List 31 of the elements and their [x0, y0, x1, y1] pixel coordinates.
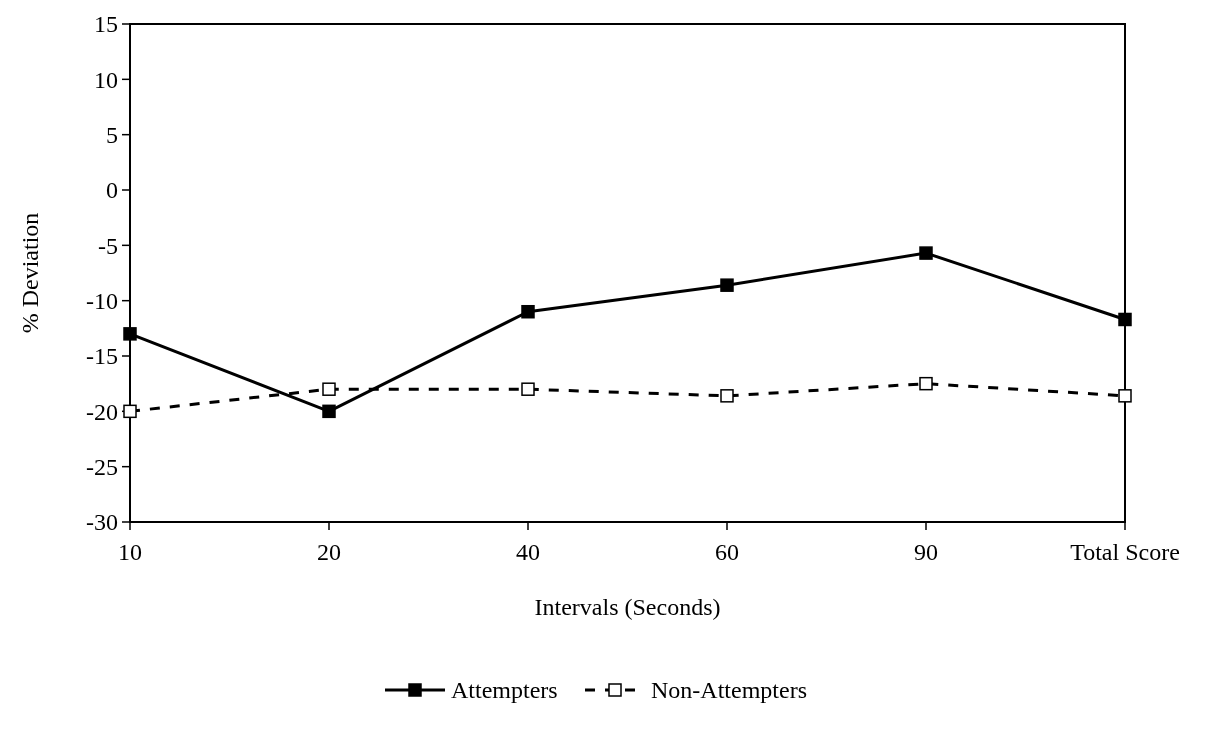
point — [123, 327, 137, 341]
point — [1118, 312, 1132, 327]
y-tick-label: -15 — [86, 343, 118, 370]
y-tick-label: -30 — [86, 509, 118, 536]
y-tick-label: 15 — [94, 11, 118, 38]
point — [123, 404, 137, 419]
point — [919, 376, 933, 391]
point — [521, 382, 535, 396]
y-tick-label: -20 — [86, 398, 118, 425]
point — [919, 246, 933, 260]
x-tick-label: 60 — [715, 539, 739, 565]
point — [322, 382, 336, 396]
y-tick-label: 0 — [106, 177, 118, 204]
legend-label: Non-Attempters — [651, 677, 807, 704]
point — [521, 304, 535, 319]
x-tick-label: Total Score — [1070, 539, 1180, 565]
y-axis-title: % Deviation — [17, 212, 43, 334]
x-tick-label: 40 — [516, 539, 540, 565]
y-tick-label: -10 — [86, 288, 118, 315]
point — [720, 389, 734, 403]
y-tick-label: 5 — [106, 122, 118, 149]
x-tick-label: 90 — [914, 539, 938, 565]
y-tick-label: -25 — [86, 454, 118, 481]
point — [1118, 389, 1132, 403]
y-tick-label: 10 — [94, 66, 118, 93]
y-tick-label: -5 — [98, 232, 118, 259]
x-axis-title: Intervals (Seconds) — [534, 594, 721, 620]
point — [720, 278, 734, 292]
point — [322, 404, 336, 419]
x-tick-label: 20 — [317, 539, 341, 565]
legend-label: Attempters — [451, 677, 558, 704]
